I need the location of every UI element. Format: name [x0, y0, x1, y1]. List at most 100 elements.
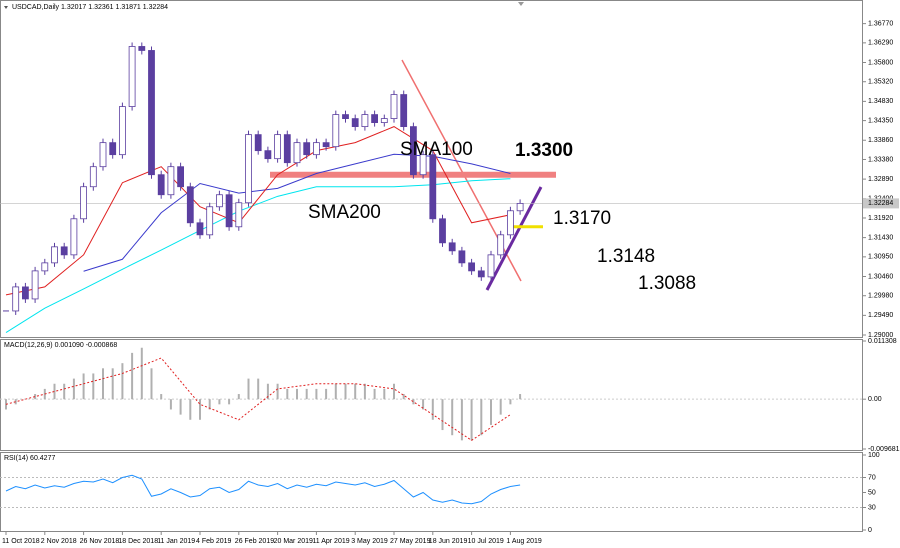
indicator-line [5, 178, 511, 334]
candle-body [215, 194, 223, 208]
histogram-bar [451, 399, 454, 436]
histogram-bar [480, 399, 483, 436]
x-tick-label: 11 Oct 2018 [2, 538, 40, 545]
x-tick-label: 3 May 2019 [351, 538, 388, 545]
candle-body [128, 46, 136, 107]
macd-panel [0, 339, 863, 451]
candle-body [245, 134, 252, 204]
candle-body [458, 250, 466, 264]
histogram-bar [383, 388, 386, 400]
candle-body [361, 114, 369, 128]
candle-body [80, 186, 87, 220]
y-tick-label: 1.34350 [868, 117, 893, 124]
histogram-bar [460, 399, 463, 441]
x-tick-label: 10 Jul 2019 [468, 538, 504, 545]
x-tick-label: 26 Nov 2018 [80, 538, 120, 545]
y-tick-label: 0.011308 [868, 338, 897, 345]
candle-body [60, 246, 68, 256]
shift-marker[interactable] [518, 2, 524, 6]
histogram-bar [14, 399, 17, 405]
histogram-bar [470, 399, 473, 441]
candle-body [109, 142, 117, 156]
y-tick-label: 1.35800 [868, 59, 893, 66]
x-tick-label: 2 Nov 2018 [41, 538, 77, 545]
y-tick-label: 1.36770 [868, 20, 893, 27]
x-tick-label: 26 Feb 2019 [235, 538, 274, 545]
histogram-bar [53, 383, 56, 400]
candle-body [51, 246, 58, 264]
y-tick-label: 1.33860 [868, 137, 893, 144]
histogram-bar [509, 399, 512, 405]
histogram-bar [237, 394, 240, 400]
candle-body [419, 154, 427, 176]
y-tick-label: 1.29980 [868, 293, 893, 300]
trend-line [485, 186, 543, 291]
menu-icon[interactable] [4, 6, 8, 9]
histogram-bar [393, 383, 395, 400]
y-tick-label: 0 [868, 527, 872, 534]
annotation: SMA100 [400, 139, 473, 160]
candle-body [448, 242, 456, 252]
candle-body [468, 262, 476, 272]
y-tick-label: 1.32890 [868, 176, 893, 183]
candle-body [254, 134, 262, 152]
candle-body [12, 286, 20, 312]
histogram-bar [422, 399, 425, 410]
y-tick-label: 70 [868, 474, 876, 481]
y-tick-label: 1.30950 [868, 254, 893, 261]
candle-body [99, 142, 107, 168]
y-tick-label: 1.36290 [868, 40, 893, 47]
histogram-bar [140, 347, 143, 400]
last-price-label: 1.32284 [868, 200, 893, 207]
candle-body [167, 166, 175, 196]
candle-body [21, 286, 29, 300]
y-tick-label: 1.29490 [868, 312, 893, 319]
chart-title: USDCAD,Daily 1.32017 1.32361 1.31871 1.3… [12, 4, 168, 11]
candle-body [439, 218, 446, 244]
annotation: 1.3088 [638, 273, 696, 294]
histogram-bar [305, 388, 308, 400]
histogram-bar [102, 368, 104, 400]
macd-title: MACD(12,26,9) 0.001090 -0.000868 [4, 342, 117, 349]
y-tick-label: 1.29000 [868, 332, 893, 339]
candle-body [342, 114, 349, 119]
candle-body [264, 150, 272, 160]
candle-body [186, 186, 194, 224]
histogram-bar [499, 399, 502, 415]
x-tick-label: 18 Jun 2019 [429, 538, 468, 545]
histogram-bar [189, 399, 192, 420]
x-tick-label: 18 Dec 2018 [118, 538, 158, 545]
candle-body [177, 166, 185, 188]
histogram-bar [412, 399, 415, 405]
histogram-bar [179, 399, 182, 415]
price-panel [0, 0, 863, 338]
x-tick-label: 20 Mar 2019 [274, 538, 313, 545]
candle-body [497, 234, 505, 256]
y-tick-label: 1.30460 [868, 273, 893, 280]
histogram-bar [82, 373, 85, 400]
histogram-bar [431, 399, 434, 420]
candle-body [225, 194, 233, 228]
candle-body [70, 218, 78, 256]
histogram-bar [286, 388, 289, 400]
histogram-bar [373, 388, 376, 400]
histogram-bar [276, 383, 279, 400]
y-tick-label: 100 [868, 452, 880, 459]
candle-body [119, 106, 126, 156]
histogram-bar [111, 368, 114, 400]
indicator-line [83, 153, 511, 272]
histogram-bar [363, 383, 366, 400]
candle-body [293, 142, 301, 164]
candle-body [477, 270, 485, 278]
candle-body [371, 114, 379, 124]
histogram-bar [296, 388, 298, 400]
x-tick-label: 11 Jan 2019 [157, 538, 195, 545]
histogram-bar [169, 399, 172, 410]
y-tick-label: 1.31430 [868, 234, 893, 241]
candle-body [429, 154, 437, 220]
histogram-bar [266, 383, 269, 400]
indicator-line [5, 474, 521, 505]
annotation: 1.3148 [597, 246, 655, 267]
candle-body [312, 142, 320, 156]
